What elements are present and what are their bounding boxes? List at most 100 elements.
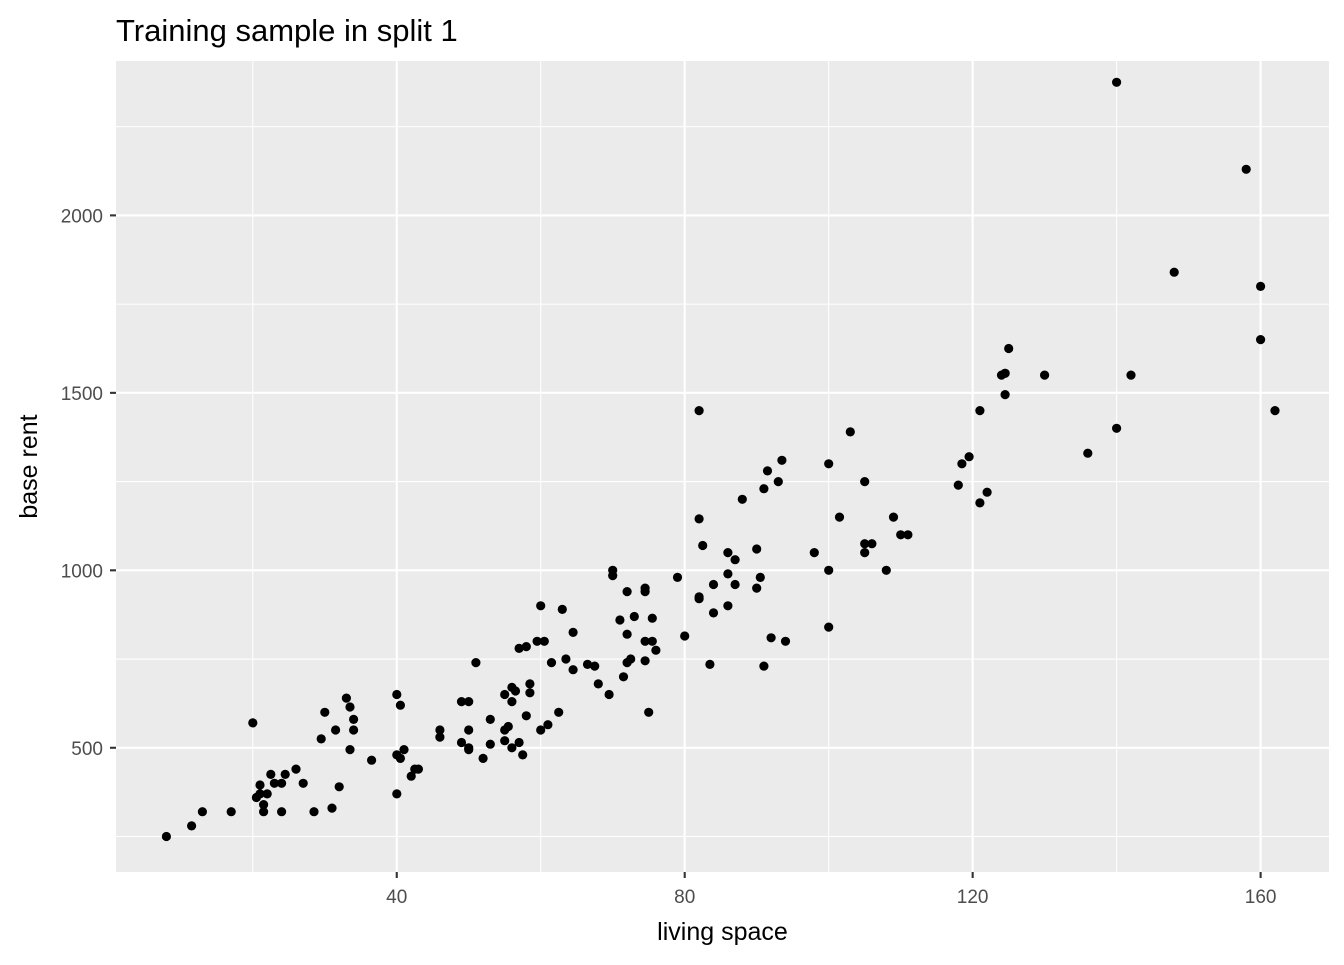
data-point [536, 725, 546, 735]
data-point [881, 565, 891, 575]
data-point [1126, 370, 1136, 380]
data-point [903, 530, 913, 540]
data-point [435, 725, 445, 735]
data-point [626, 654, 636, 664]
data-point [759, 661, 769, 671]
data-point [331, 725, 341, 735]
data-points [161, 77, 1280, 842]
data-point [845, 427, 855, 437]
data-point [345, 702, 355, 712]
y-tick-label: 500 [71, 739, 103, 760]
data-point [320, 707, 330, 717]
data-point [694, 594, 704, 604]
plot-panel [116, 61, 1329, 872]
data-point [226, 807, 236, 817]
data-point [964, 452, 974, 462]
data-point [255, 780, 265, 790]
data-point [464, 725, 474, 735]
data-point [708, 608, 719, 618]
data-point [834, 512, 845, 522]
data-point [1241, 164, 1251, 174]
data-point [860, 477, 870, 487]
y-axis-title: base rent [15, 414, 43, 518]
data-point [773, 477, 783, 487]
data-point [554, 707, 564, 717]
data-point [1112, 77, 1122, 87]
data-point [1256, 281, 1266, 291]
data-point [345, 745, 355, 755]
data-point [367, 755, 377, 765]
data-point [647, 636, 657, 646]
data-point [1000, 390, 1010, 400]
data-point [1000, 368, 1010, 378]
data-point [316, 734, 326, 744]
data-point [860, 539, 870, 549]
data-point [759, 484, 769, 494]
data-point [730, 555, 740, 565]
data-point [1040, 370, 1050, 380]
data-point [280, 769, 290, 780]
data-point [435, 732, 445, 742]
x-tick-label: 120 [957, 887, 989, 908]
data-point [737, 494, 747, 504]
data-point [618, 672, 629, 682]
data-point [975, 406, 985, 416]
y-tick-label: 1000 [61, 561, 103, 582]
data-point [269, 778, 279, 788]
data-point [752, 544, 762, 554]
data-point [514, 643, 524, 654]
data-point [1112, 423, 1122, 433]
data-point [507, 697, 517, 707]
data-point [640, 587, 650, 597]
data-point [644, 707, 654, 717]
data-point [291, 764, 301, 774]
data-point [640, 636, 650, 646]
data-point [860, 548, 870, 558]
data-point [539, 636, 549, 646]
data-point [464, 745, 474, 755]
data-point [640, 656, 650, 666]
data-point [259, 807, 269, 817]
data-point [975, 498, 985, 508]
data-point [766, 633, 776, 643]
data-point [392, 789, 402, 799]
data-point [277, 778, 287, 788]
data-point [309, 807, 319, 817]
data-point [957, 459, 967, 469]
major-gridlines [116, 61, 1329, 872]
data-point [518, 750, 528, 760]
data-point [334, 782, 344, 792]
data-point [197, 807, 207, 817]
data-point [755, 572, 765, 583]
data-point [521, 711, 531, 721]
data-point [590, 661, 600, 671]
data-point [622, 587, 632, 597]
data-point [248, 718, 258, 728]
data-point [777, 455, 787, 465]
data-point [723, 548, 733, 558]
data-point [395, 700, 405, 710]
data-point [824, 565, 834, 575]
data-point [1256, 335, 1266, 345]
data-point [464, 697, 474, 707]
data-point [809, 548, 819, 558]
data-point [521, 642, 531, 652]
data-point [557, 604, 567, 615]
data-point [161, 831, 171, 842]
data-point [532, 636, 542, 646]
data-point [582, 659, 593, 670]
x-axis: 40 80 120 160 [386, 872, 1276, 908]
data-point [651, 645, 661, 655]
data-point [568, 627, 578, 638]
data-point [349, 725, 359, 735]
data-point [694, 406, 704, 416]
data-point [723, 601, 733, 611]
data-point [507, 743, 517, 753]
data-point [259, 800, 269, 810]
data-point [525, 679, 535, 689]
data-point [413, 764, 423, 774]
data-point [395, 753, 405, 764]
data-point [485, 714, 495, 725]
data-point [500, 689, 510, 700]
